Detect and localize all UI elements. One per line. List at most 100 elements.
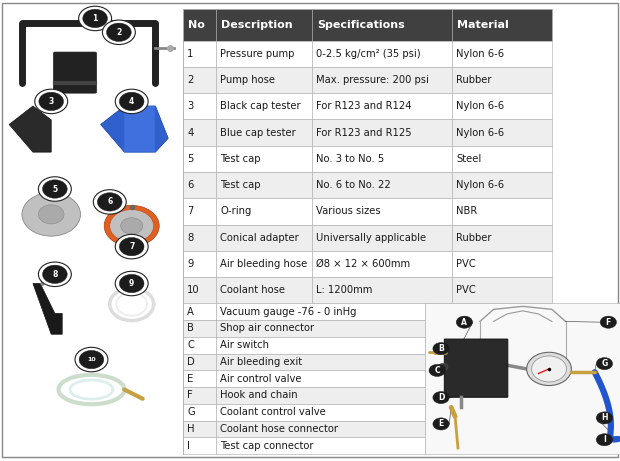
Bar [216, 9, 312, 41]
Text: 10: 10 [87, 357, 95, 362]
FancyBboxPatch shape [53, 52, 96, 93]
Circle shape [93, 189, 126, 214]
Text: 9: 9 [187, 259, 193, 269]
Text: Coolant hose connector: Coolant hose connector [220, 424, 338, 434]
Text: 2: 2 [187, 75, 193, 85]
Text: Nylon 6-6: Nylon 6-6 [456, 180, 504, 190]
Text: Nylon 6-6: Nylon 6-6 [456, 101, 504, 111]
Bar [216, 119, 312, 146]
Bar [183, 437, 216, 454]
Text: H: H [187, 424, 195, 434]
Bar [183, 303, 216, 320]
Bar [183, 370, 216, 387]
Bar [312, 119, 452, 146]
Bar [216, 93, 312, 119]
Text: Coolant control valve: Coolant control valve [220, 407, 326, 417]
Text: 2: 2 [117, 28, 122, 37]
Text: E: E [187, 374, 193, 384]
Bar [216, 303, 425, 320]
Polygon shape [33, 284, 62, 334]
Text: Vacuum gauge -76 - 0 inHg: Vacuum gauge -76 - 0 inHg [220, 307, 356, 317]
Text: Test cap connector: Test cap connector [220, 441, 314, 451]
Text: Rubber: Rubber [456, 75, 492, 85]
Bar [312, 67, 452, 93]
Text: No. 6 to No. 22: No. 6 to No. 22 [316, 180, 391, 190]
Bar [183, 320, 216, 337]
Bar [183, 93, 216, 119]
Bar [312, 146, 452, 172]
Polygon shape [100, 106, 168, 152]
Bar [183, 198, 216, 225]
Bar [216, 387, 425, 404]
Text: 0-2.5 kg/cm² (35 psi): 0-2.5 kg/cm² (35 psi) [316, 49, 421, 59]
Text: 8: 8 [187, 233, 193, 242]
Bar [452, 146, 552, 172]
Bar [312, 41, 452, 67]
Bar [216, 337, 425, 354]
Text: 7: 7 [187, 207, 193, 216]
Circle shape [115, 89, 148, 114]
Circle shape [82, 9, 107, 28]
Text: Max. pressure: 200 psi: Max. pressure: 200 psi [316, 75, 429, 85]
Text: Pump hose: Pump hose [220, 75, 275, 85]
Bar [452, 119, 552, 146]
Bar [312, 277, 452, 303]
Circle shape [79, 6, 112, 31]
Text: No: No [188, 20, 205, 30]
Wedge shape [104, 206, 159, 246]
Text: 3: 3 [187, 101, 193, 111]
Bar [183, 387, 216, 404]
Circle shape [38, 205, 64, 224]
Bar [216, 67, 312, 93]
Text: 8: 8 [52, 270, 58, 279]
Text: C: C [187, 340, 194, 350]
Bar [183, 337, 216, 354]
Bar [216, 225, 312, 251]
Bar [183, 225, 216, 251]
Text: 5: 5 [187, 154, 193, 164]
Circle shape [438, 363, 448, 371]
Text: 9: 9 [129, 279, 135, 288]
Text: Pressure pump: Pressure pump [220, 49, 294, 59]
Text: Specifications: Specifications [317, 20, 405, 30]
Circle shape [119, 92, 144, 111]
Circle shape [115, 234, 148, 259]
Text: E: E [438, 420, 444, 428]
Text: 1: 1 [187, 49, 193, 59]
Circle shape [104, 206, 159, 246]
Bar [183, 404, 216, 420]
Text: Test cap: Test cap [220, 180, 260, 190]
Text: 7: 7 [129, 242, 135, 251]
FancyBboxPatch shape [445, 339, 508, 397]
Circle shape [115, 271, 148, 296]
Text: Blue cap tester: Blue cap tester [220, 128, 296, 137]
Bar [216, 354, 425, 370]
Circle shape [97, 193, 122, 211]
Text: Shop air connector: Shop air connector [220, 324, 314, 333]
Circle shape [43, 265, 67, 284]
Text: Hook and chain: Hook and chain [220, 390, 298, 401]
Bar [216, 420, 425, 437]
Text: Universally applicable: Universally applicable [316, 233, 427, 242]
Text: F: F [606, 318, 611, 327]
Text: For R123 and R124: For R123 and R124 [316, 101, 412, 111]
Bar [452, 172, 552, 198]
Text: Air bleeding exit: Air bleeding exit [220, 357, 302, 367]
Bar [183, 172, 216, 198]
Text: D: D [438, 393, 445, 402]
Circle shape [43, 180, 67, 198]
Circle shape [526, 352, 572, 385]
Text: G: G [187, 407, 195, 417]
Text: 1: 1 [92, 14, 98, 23]
Text: G: G [601, 359, 608, 368]
Text: Ø8 × 12 × 600mm: Ø8 × 12 × 600mm [316, 259, 410, 269]
Bar [216, 172, 312, 198]
Circle shape [596, 434, 613, 446]
Text: B: B [187, 324, 194, 333]
Bar [183, 251, 216, 277]
Circle shape [596, 358, 613, 370]
Circle shape [596, 412, 613, 424]
Bar [452, 41, 552, 67]
Bar [216, 370, 425, 387]
Text: 6: 6 [187, 180, 193, 190]
